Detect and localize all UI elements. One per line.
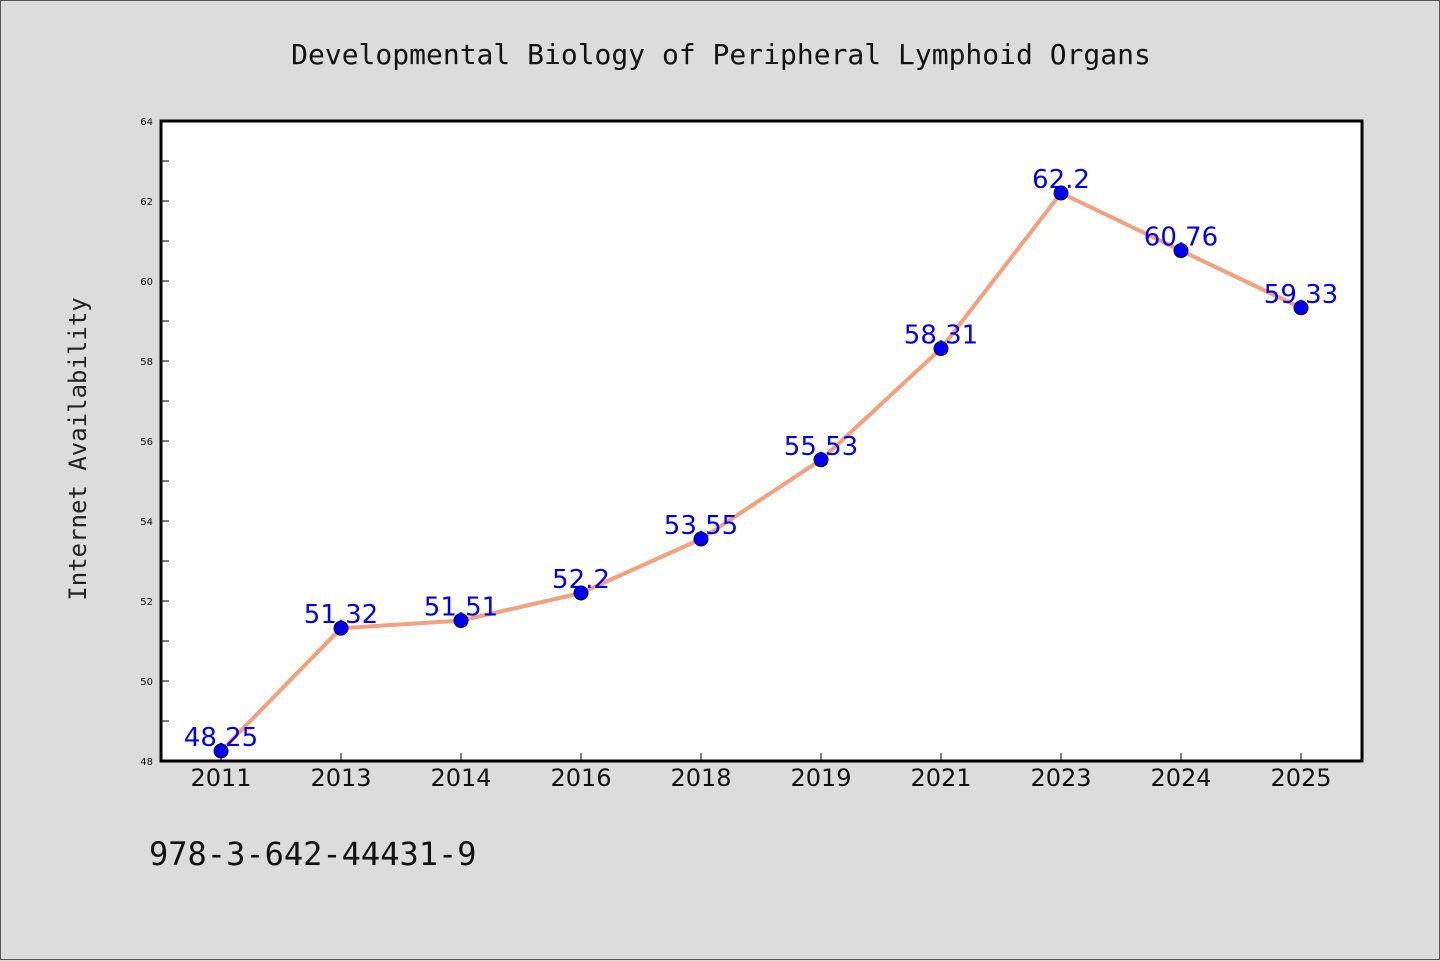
data-label: 48.25 <box>184 723 258 753</box>
y-tick-label: 50 <box>140 677 153 688</box>
x-axis: 2011 2013 2014 2016 2018 2019 2021 2023 2024 2025 <box>190 753 1332 792</box>
data-point <box>1293 300 1309 316</box>
x-tick-label: 2019 <box>790 764 851 792</box>
y-tick-label: 54 <box>140 517 153 528</box>
data-point <box>1173 243 1189 259</box>
data-label: 59.33 <box>1264 280 1338 310</box>
x-tick-label: 2024 <box>1150 764 1211 792</box>
data-label: 58.31 <box>904 321 978 351</box>
data-label: 51.32 <box>304 600 378 630</box>
y-tick-label: 52 <box>140 597 153 608</box>
y-tick-label: 62 <box>140 197 153 208</box>
y-axis-label: Internet Availability <box>64 297 92 600</box>
y-tick-label: 56 <box>140 437 153 448</box>
y-tick-label: 60 <box>140 277 153 288</box>
data-point <box>933 341 949 357</box>
data-point <box>213 743 229 759</box>
x-tick-label: 2025 <box>1270 764 1331 792</box>
x-tick-label: 2014 <box>430 764 491 792</box>
data-point <box>333 620 349 636</box>
y-tick-label: 58 <box>140 357 153 368</box>
x-tick-label: 2023 <box>1030 764 1091 792</box>
data-label: 53.55 <box>664 511 738 541</box>
data-label: 60.76 <box>1144 223 1218 253</box>
isbn-text: 978-3-642-44431-9 <box>149 835 477 873</box>
x-tick-label: 2016 <box>550 764 611 792</box>
data-label: 51.51 <box>424 593 498 623</box>
data-label: 62.2 <box>1032 165 1090 195</box>
x-tick-label: 2021 <box>910 764 971 792</box>
plot-area <box>159 119 1364 763</box>
data-point <box>693 531 709 547</box>
data-point <box>573 585 589 601</box>
data-label: 52.2 <box>552 565 610 595</box>
data-label: 55.53 <box>784 432 858 462</box>
y-tick-label: 48 <box>140 757 153 768</box>
y-tick-label: 64 <box>140 117 153 128</box>
x-tick-label: 2018 <box>670 764 731 792</box>
series-markers <box>213 185 1309 759</box>
data-point <box>813 452 829 468</box>
data-point <box>1053 185 1069 201</box>
series-line <box>219 191 1303 753</box>
y-axis: 48 50 52 54 56 58 60 62 64 <box>140 117 169 768</box>
data-point <box>453 613 469 629</box>
data-labels: 48.25 51.32 51.51 52.2 53.55 55.53 58.31 62.2 60… <box>184 165 1338 753</box>
x-tick-label: 2013 <box>310 764 371 792</box>
chart-title: Developmental Biology of Peripheral Lymp… <box>291 38 1151 71</box>
x-tick-label: 2011 <box>190 764 251 792</box>
